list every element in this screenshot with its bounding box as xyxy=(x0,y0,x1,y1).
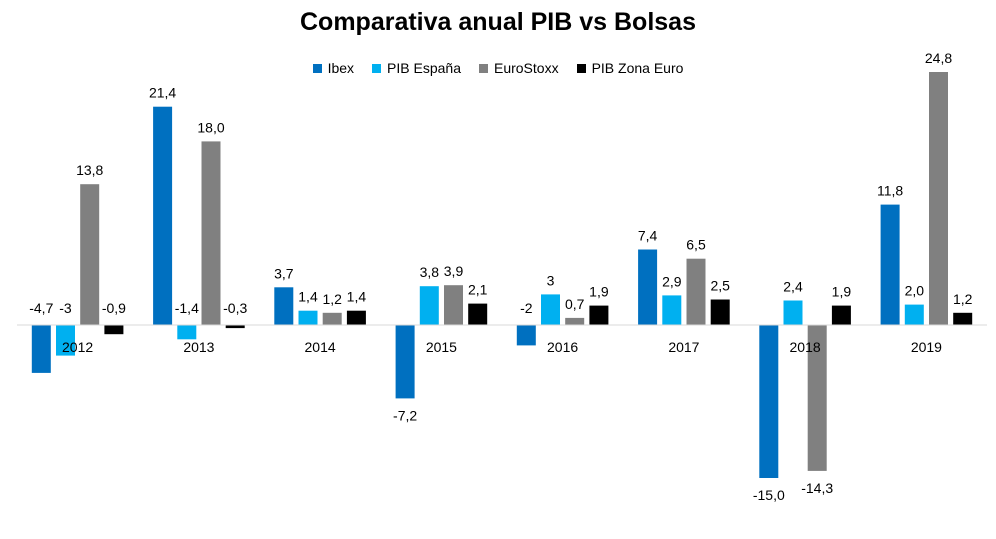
legend-label-eurostoxx: EuroStoxx xyxy=(493,60,559,76)
data-label-pib-espana-2014: 1,4 xyxy=(298,289,318,305)
legend-item-ibex: Ibex xyxy=(312,60,355,76)
legend-item-eurostoxx: EuroStoxx xyxy=(478,60,559,76)
x-tick-label-2018: 2018 xyxy=(790,339,821,355)
data-label-eurostoxx-2018: -14,3 xyxy=(801,480,833,496)
legend-item-pib-zona-euro: PIB Zona Euro xyxy=(576,60,684,76)
bar-pib-espana-2012 xyxy=(56,325,75,356)
bar-ibex-2013 xyxy=(153,106,173,325)
data-label-ibex-2012: -4,7 xyxy=(29,300,53,316)
bar-eurostoxx-2012 xyxy=(80,184,100,325)
data-label-pib-espana-2015: 3,8 xyxy=(420,264,440,280)
x-tick-label-2017: 2017 xyxy=(668,339,699,355)
bar-pib-zona-euro-2017 xyxy=(710,299,730,325)
bar-ibex-2017 xyxy=(638,249,658,325)
data-label-ibex-2019: 11,8 xyxy=(877,183,903,199)
bar-pib-zona-euro-2018 xyxy=(831,305,851,325)
bar-eurostoxx-2017 xyxy=(686,258,706,325)
bar-pib-espana-2018 xyxy=(783,300,803,325)
bar-ibex-2019 xyxy=(880,204,900,325)
data-label-ibex-2016: -2 xyxy=(520,300,533,316)
bar-pib-zona-euro-2014 xyxy=(346,310,366,325)
bar-eurostoxx-2013 xyxy=(201,141,221,325)
legend-swatch-eurostoxx xyxy=(478,63,488,73)
x-tick-label-2013: 2013 xyxy=(183,339,214,355)
data-label-pib-zona-euro-2013: -0,3 xyxy=(223,300,247,316)
data-label-eurostoxx-2016: 0,7 xyxy=(565,296,585,312)
data-label-pib-zona-euro-2018: 1,9 xyxy=(832,284,852,300)
data-label-ibex-2018: -15,0 xyxy=(753,487,785,503)
x-tick-label-2019: 2019 xyxy=(911,339,942,355)
bar-eurostoxx-2016 xyxy=(565,317,585,325)
data-label-pib-zona-euro-2019: 1,2 xyxy=(953,291,973,307)
legend-swatch-pib-zona-euro xyxy=(576,63,586,73)
data-label-ibex-2017: 7,4 xyxy=(638,228,658,244)
x-tick-label-2014: 2014 xyxy=(305,339,336,355)
bar-ibex-2018 xyxy=(759,325,779,478)
data-label-eurostoxx-2015: 3,9 xyxy=(444,263,464,279)
data-label-ibex-2013: 21,4 xyxy=(149,85,176,101)
chart-legend: Ibex PIB España EuroStoxx PIB Zona Euro xyxy=(0,60,996,76)
data-label-pib-zona-euro-2015: 2,1 xyxy=(468,282,488,298)
bar-ibex-2016 xyxy=(516,325,536,346)
bar-pib-zona-euro-2012 xyxy=(104,325,124,335)
bar-pib-espana-2019 xyxy=(904,304,924,325)
data-label-pib-espana-2013: -1,4 xyxy=(175,300,199,316)
bar-eurostoxx-2014 xyxy=(322,312,342,325)
bar-eurostoxx-2019 xyxy=(929,72,948,325)
data-label-pib-espana-2012: -3 xyxy=(59,300,72,316)
x-tick-label-2015: 2015 xyxy=(426,339,457,355)
legend-item-pib-espana: PIB España xyxy=(372,60,461,76)
bar-ibex-2012 xyxy=(31,325,51,373)
data-label-eurostoxx-2017: 6,5 xyxy=(686,237,706,253)
bar-pib-espana-2015 xyxy=(419,286,439,325)
data-label-pib-espana-2016: 3 xyxy=(547,272,555,288)
legend-swatch-pib-espana xyxy=(372,63,382,73)
bar-eurostoxx-2018 xyxy=(807,325,827,471)
bar-pib-zona-euro-2019 xyxy=(953,312,973,325)
bar-pib-espana-2013 xyxy=(177,325,197,340)
bar-ibex-2014 xyxy=(274,287,294,325)
x-tick-label-2012: 2012 xyxy=(62,339,93,355)
chart-title: Comparativa anual PIB vs Bolsas xyxy=(300,8,696,36)
data-label-eurostoxx-2014: 1,2 xyxy=(322,291,342,307)
bar-pib-zona-euro-2013 xyxy=(225,325,245,329)
bar-pib-zona-euro-2016 xyxy=(589,305,609,325)
bar-pib-zona-euro-2015 xyxy=(468,303,488,325)
data-label-pib-zona-euro-2014: 1,4 xyxy=(347,289,367,305)
data-label-ibex-2015: -7,2 xyxy=(393,407,417,423)
legend-label-pib-zona-euro: PIB Zona Euro xyxy=(591,60,684,76)
data-label-pib-zona-euro-2017: 2,5 xyxy=(710,278,730,294)
data-label-pib-espana-2018: 2,4 xyxy=(783,279,803,295)
bar-ibex-2015 xyxy=(395,325,415,399)
data-label-pib-zona-euro-2012: -0,9 xyxy=(102,300,126,316)
data-label-ibex-2014: 3,7 xyxy=(274,265,294,281)
bar-pib-espana-2016 xyxy=(541,294,560,325)
data-label-eurostoxx-2013: 18,0 xyxy=(197,119,224,135)
data-label-eurostoxx-2019: 24,8 xyxy=(925,50,952,66)
data-label-pib-espana-2017: 2,9 xyxy=(662,273,682,289)
bar-pib-espana-2014 xyxy=(298,310,318,325)
x-tick-label-2016: 2016 xyxy=(547,339,578,355)
data-label-pib-espana-2019: 2,0 xyxy=(905,283,925,299)
bar-pib-espana-2017 xyxy=(662,295,682,325)
legend-label-ibex: Ibex xyxy=(327,60,355,76)
data-label-eurostoxx-2012: 13,8 xyxy=(76,162,103,178)
legend-label-pib-espana: PIB España xyxy=(387,60,461,76)
data-label-pib-zona-euro-2016: 1,9 xyxy=(589,284,609,300)
legend-swatch-ibex xyxy=(312,63,322,73)
bar-eurostoxx-2015 xyxy=(444,285,463,325)
